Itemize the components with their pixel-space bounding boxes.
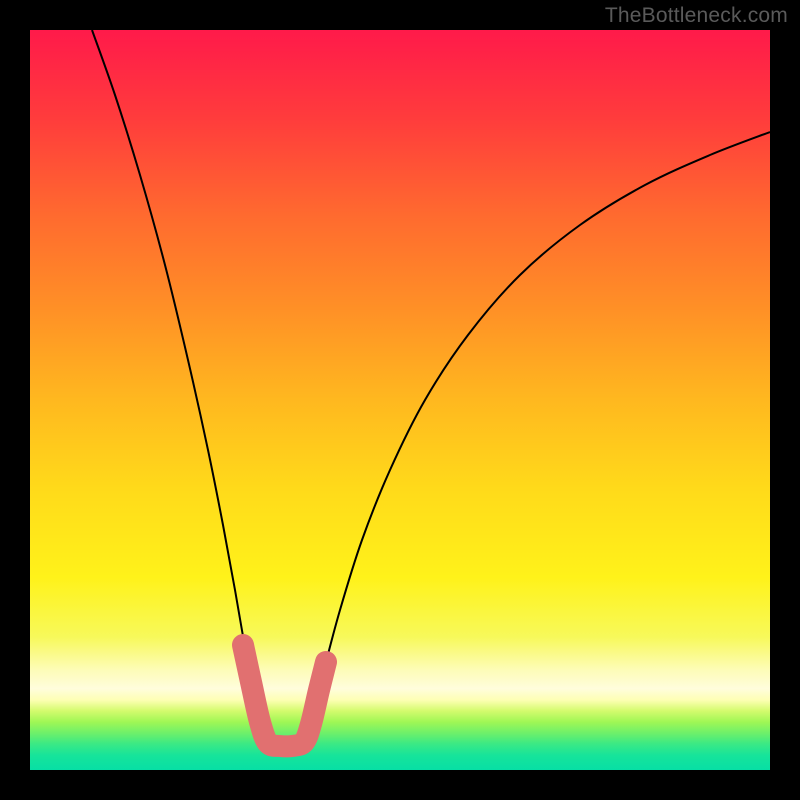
gradient-background [30,30,770,770]
watermark-text: TheBottleneck.com [605,4,788,28]
plot-svg [30,30,770,770]
chart-container: TheBottleneck.com [0,0,800,800]
plot-area [30,30,770,770]
